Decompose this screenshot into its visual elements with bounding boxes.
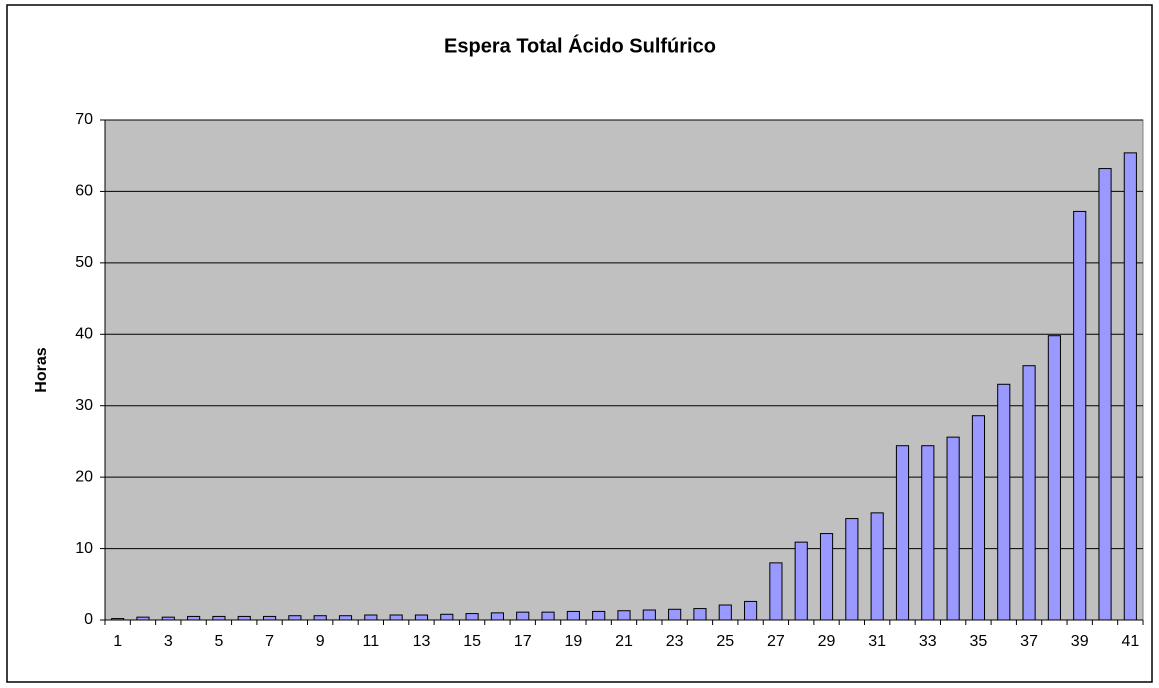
bar [668,608,682,621]
bar [718,604,732,621]
bar [465,613,479,621]
bar [440,613,454,621]
bar [845,518,859,621]
bar [541,611,555,621]
bar [819,533,834,621]
x-tick-label: 3 [164,633,173,650]
x-tick-label: 41 [1121,633,1139,650]
bar [642,609,656,621]
plot-area [104,119,1144,621]
x-tick-label: 19 [564,633,582,650]
bar [516,611,530,621]
bar [1047,335,1061,621]
x-tick-label: 31 [868,633,886,650]
y-tick-label: 60 [75,183,93,200]
bar [870,512,884,621]
bar [744,600,758,621]
bar [921,445,935,621]
y-tick-label: 30 [75,397,93,414]
bar [769,562,783,621]
x-tick-label: 27 [767,633,785,650]
bar [414,614,429,621]
x-tick-label: 23 [666,633,684,650]
bar [693,608,707,621]
chart-title: Espera Total Ácido Sulfúrico [444,34,716,57]
bar [592,610,606,621]
bar [794,541,808,621]
y-tick-label: 20 [75,468,93,485]
bar [1073,210,1087,621]
y-tick-label: 50 [75,254,93,271]
bar [1123,152,1137,621]
y-tick-label: 70 [75,111,93,128]
x-tick-label: 13 [413,633,431,650]
bar [617,610,631,621]
bar [1098,168,1112,621]
x-tick-label: 39 [1071,633,1089,650]
x-tick-label: 33 [919,633,937,650]
x-tick-label: 25 [716,633,734,650]
x-tick-label: 17 [514,633,532,650]
bar [136,616,150,621]
bar [971,415,986,621]
x-tick-label: 1 [113,633,122,650]
bar [111,618,125,621]
bar [161,616,175,621]
y-axis-label: Horas [33,347,50,392]
bar [997,383,1011,621]
bar [490,612,504,621]
bar [389,614,403,621]
bar [212,615,226,621]
bar [946,436,960,621]
y-tick-label: 0 [84,611,93,628]
x-tick-label: 37 [1020,633,1038,650]
x-tick-label: 21 [615,633,633,650]
bar [338,615,353,621]
bar [313,615,327,621]
y-tick-label: 40 [75,326,93,343]
bar [288,615,302,621]
x-tick-label: 15 [463,633,481,650]
bar [364,614,378,621]
bar [187,615,201,621]
x-tick-label: 9 [316,633,325,650]
y-tick-label: 10 [75,540,93,557]
x-tick-label: 5 [214,633,223,650]
bar [895,445,910,621]
x-tick-label: 7 [265,633,274,650]
bar [262,615,277,621]
x-tick-label: 29 [818,633,836,650]
bar [237,615,251,621]
x-tick-label: 35 [970,633,988,650]
x-tick-label: 11 [363,633,380,650]
bar [566,610,580,621]
bar [1022,365,1036,621]
